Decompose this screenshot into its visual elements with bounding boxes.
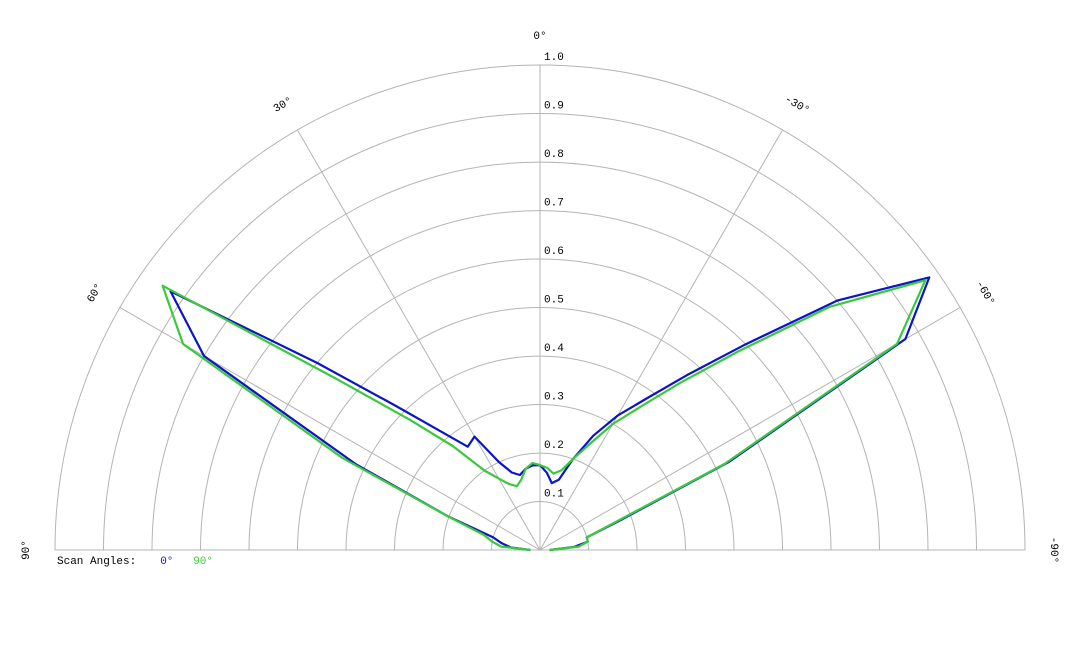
theta-tick-label: 30° bbox=[272, 95, 295, 115]
series-line bbox=[161, 279, 927, 552]
series-line bbox=[169, 276, 931, 552]
r-tick-label: 0.7 bbox=[544, 197, 564, 209]
r-tick-label: 0.2 bbox=[544, 440, 564, 452]
grid-spoke bbox=[539, 129, 783, 551]
legend-entry: 0° bbox=[160, 556, 173, 568]
r-tick-label: 0.6 bbox=[544, 246, 564, 258]
r-tick-label: 0.9 bbox=[544, 100, 564, 112]
r-tick-label: 0.4 bbox=[544, 343, 564, 355]
theta-tick-label: -60° bbox=[973, 279, 997, 308]
grid-spoke bbox=[297, 129, 541, 551]
legend-entry: 90° bbox=[193, 556, 213, 568]
theta-tick-label: 0° bbox=[533, 31, 546, 43]
r-tick-label: 0.8 bbox=[544, 149, 564, 161]
theta-tick-label: 60° bbox=[85, 282, 105, 305]
theta-tick-label: 90° bbox=[21, 540, 33, 560]
legend-title: Scan Angles: bbox=[57, 556, 136, 568]
theta-tick-label: -90° bbox=[1047, 537, 1059, 563]
r-tick-label: 0.5 bbox=[544, 294, 564, 306]
r-tick-label: 0.1 bbox=[544, 488, 564, 500]
r-tick-label: 0.3 bbox=[544, 391, 564, 403]
theta-tick-label: -30° bbox=[782, 94, 811, 118]
r-tick-label: 1.0 bbox=[544, 52, 564, 64]
